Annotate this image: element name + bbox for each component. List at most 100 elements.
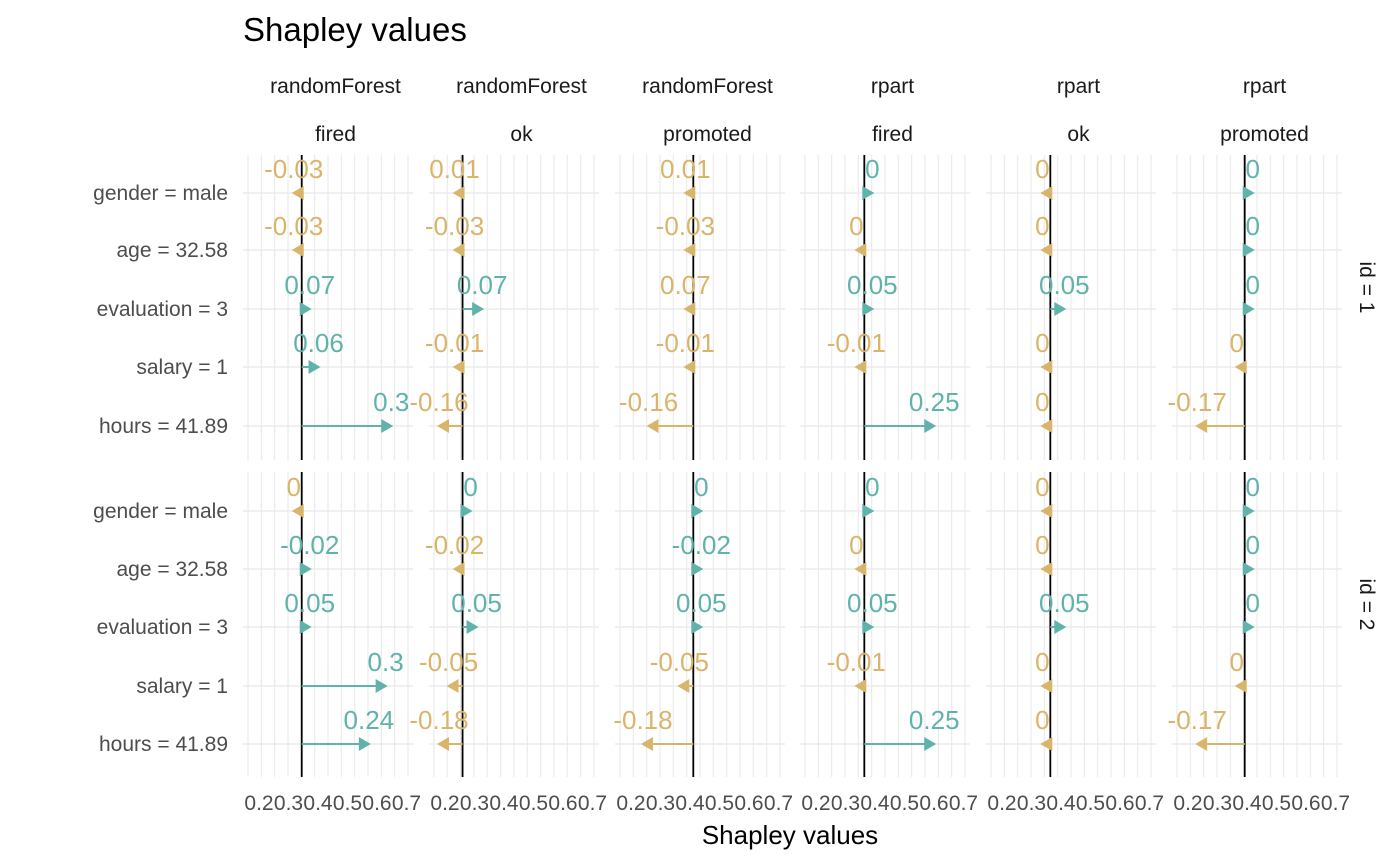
shap-arrow-head — [375, 679, 388, 693]
shap-arrow-head — [381, 419, 394, 433]
shap-value-label: -0.01 — [827, 647, 886, 677]
shap-arrow-head — [460, 504, 473, 518]
strip-label-class: promoted — [1220, 123, 1309, 146]
x-tick-label: 0.7 — [949, 792, 978, 815]
strip-label-model: randomForest — [270, 75, 401, 98]
x-tick-label: 0.6 — [548, 792, 577, 815]
shap-arrow-head — [691, 562, 704, 576]
shap-value-label: 0 — [463, 472, 477, 502]
shap-arrow-head — [862, 504, 875, 518]
y-axis-label: hours = 41.89 — [99, 415, 228, 438]
x-tick-label: 0.4 — [860, 792, 890, 815]
shap-arrow-head — [1242, 186, 1255, 200]
shap-value-label: 0 — [1035, 530, 1049, 560]
shap-value-label: 0 — [1245, 472, 1259, 502]
shap-arrow-head — [1040, 360, 1053, 374]
x-tick-label: 0.5 — [890, 792, 919, 815]
shap-value-label: -0.16 — [619, 387, 678, 417]
x-tick-label: 0.7 — [1321, 792, 1350, 815]
x-tick-label: 0.7 — [392, 792, 421, 815]
shap-value-label: 0.07 — [284, 270, 335, 300]
strip-label-model: rpart — [1057, 75, 1100, 98]
shap-value-label: 0.25 — [909, 705, 960, 735]
shap-arrow-head — [1195, 419, 1208, 433]
strip-label-class: promoted — [663, 123, 752, 146]
shap-value-label: 0 — [1035, 154, 1049, 184]
x-tick-label: 0.2 — [801, 792, 830, 815]
strip-label-model: rpart — [1243, 75, 1286, 98]
row-facet-label: id = 1 — [1355, 262, 1378, 314]
y-axis-label: salary = 1 — [136, 356, 228, 379]
shap-value-label: 0.01 — [429, 154, 480, 184]
x-tick-label: 0.7 — [578, 792, 607, 815]
x-tick-label: 0.2 — [1173, 792, 1202, 815]
shap-value-label: -0.17 — [1168, 387, 1227, 417]
shap-arrow-head — [299, 562, 312, 576]
shap-value-label: -0.05 — [650, 647, 709, 677]
shap-value-label: 0 — [849, 211, 863, 241]
shap-arrow-head — [452, 243, 465, 257]
shap-arrow-head — [677, 679, 690, 693]
shap-value-label: 0 — [865, 154, 879, 184]
shap-arrow-head — [854, 243, 867, 257]
shap-arrow-head — [1242, 620, 1255, 634]
x-tick-label: 0.3 — [1017, 792, 1046, 815]
y-axis-label: age = 32.58 — [116, 558, 228, 581]
panel: 0.01 -0.03 0.07 -0.01 -0.16 — [409, 154, 599, 460]
strip-label-model: randomForest — [456, 75, 587, 98]
panel: 0 -0.02 0.05 -0.05 -0.18 — [613, 472, 785, 777]
shap-arrow-head — [1242, 243, 1255, 257]
x-tick-label: 0.3 — [274, 792, 303, 815]
shap-value-label: -0.02 — [425, 530, 484, 560]
shap-arrow-head — [1040, 186, 1053, 200]
shap-value-label: -0.18 — [613, 705, 672, 735]
x-tick-label: 0.6 — [734, 792, 763, 815]
x-tick-label: 0.6 — [1291, 792, 1320, 815]
shap-arrow-head — [452, 562, 465, 576]
chart-title: Shapley values — [243, 11, 467, 48]
shap-value-label: 0 — [1245, 530, 1259, 560]
shap-value-label: -0.03 — [264, 211, 323, 241]
shap-value-label: 0.3 — [368, 647, 404, 677]
x-tick-label: 0.4 — [1232, 792, 1262, 815]
panels-layer: randomForest fired randomForest ok randomFor… — [93, 75, 1378, 815]
y-axis-label: salary = 1 — [136, 675, 228, 698]
x-tick-label: 0.6 — [1105, 792, 1134, 815]
shap-value-label: -0.05 — [419, 647, 478, 677]
shap-arrow-head — [640, 737, 653, 751]
shap-value-label: -0.01 — [425, 328, 484, 358]
shap-arrow-head — [1242, 302, 1255, 316]
shap-arrow-head — [862, 186, 875, 200]
shap-arrow-head — [452, 186, 465, 200]
x-tick-label: 0.7 — [1135, 792, 1164, 815]
y-axis-label: evaluation = 3 — [97, 616, 228, 639]
panel: 00 0.05 -0.01 0.25 — [800, 154, 970, 460]
shap-value-label: 0 — [286, 472, 300, 502]
shap-arrow-head — [854, 562, 867, 576]
shap-value-label: 0 — [1245, 211, 1259, 241]
shap-value-label: 0.06 — [293, 328, 344, 358]
shap-value-label: -0.02 — [280, 530, 339, 560]
shap-arrow-head — [683, 302, 696, 316]
shap-arrow-head — [1040, 504, 1053, 518]
x-tick-label: 0.4 — [675, 792, 705, 815]
x-tick-label: 0.5 — [1076, 792, 1105, 815]
shap-value-label: 0.05 — [1039, 270, 1090, 300]
shap-arrow-head — [1242, 504, 1255, 518]
x-tick-label: 0.6 — [919, 792, 948, 815]
y-axis-label: gender = male — [93, 500, 228, 523]
panel: -0.03 -0.03 0.07 0.06 0.3 — [243, 154, 413, 460]
shap-value-label: 0 — [1035, 472, 1049, 502]
panel: 0 0 0.05 0 0 — [986, 472, 1156, 777]
shap-value-label: 0 — [1245, 154, 1259, 184]
shap-arrow-head — [472, 302, 485, 316]
shap-arrow-head — [1234, 679, 1247, 693]
shap-value-label: 0.05 — [1039, 588, 1090, 618]
y-axis-label: age = 32.58 — [116, 239, 228, 262]
shap-value-label: -0.03 — [656, 211, 715, 241]
y-axis-label: evaluation = 3 — [97, 298, 228, 321]
panel: 0 0 0.05 0 0 — [986, 154, 1156, 460]
shap-value-label: 0 — [1035, 211, 1049, 241]
